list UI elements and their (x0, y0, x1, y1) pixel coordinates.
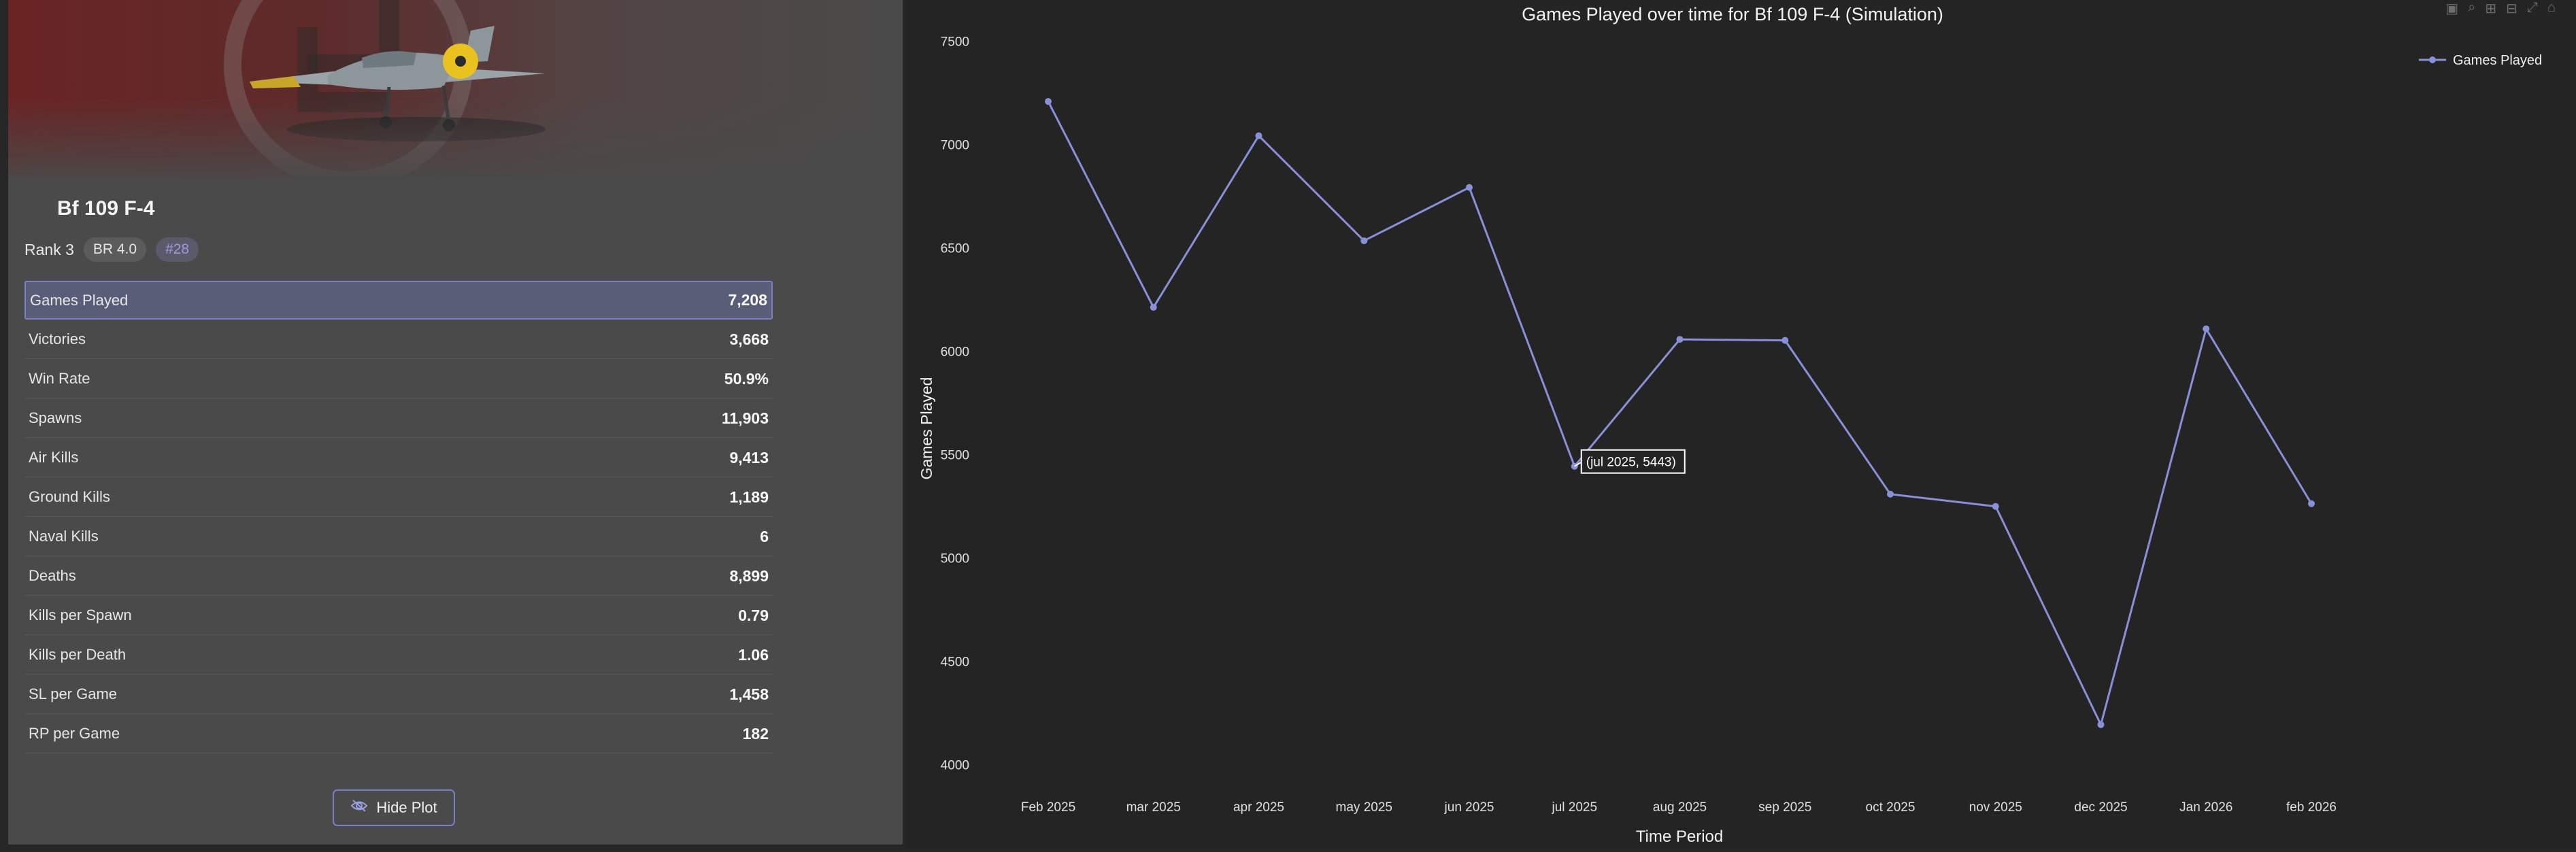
zoom-in-icon[interactable]: ⊞ (2485, 1, 2497, 16)
hover-pointer (1574, 461, 1582, 467)
x-tick-label: Jan 2026 (2179, 800, 2232, 815)
x-tick-label: may 2025 (1336, 800, 1392, 815)
legend-marker (2429, 56, 2436, 63)
x-tick-label: aug 2025 (1653, 800, 1707, 815)
stat-value: 50.9% (724, 369, 769, 388)
x-tick-label: nov 2025 (1969, 800, 2022, 815)
vehicle-tags: Rank 3 BR 4.0 #28 (24, 235, 199, 264)
stats-table: Games Played 7,208 Victories 3,668 Win Rate 5… (24, 281, 773, 754)
vehicle-image (8, 0, 903, 178)
y-tick-label: 7500 (941, 35, 969, 49)
hover-label: (jul 2025, 5443) (1586, 456, 1676, 470)
vehicle-name: Bf 109 F-4 (57, 197, 155, 220)
stat-row[interactable]: Victories 3,668 (24, 320, 773, 359)
x-tick-label: sep 2025 (1758, 800, 1811, 815)
vehicle-panel: Bf 109 F-4 Rank 3 BR 4.0 #28 Games Playe… (8, 0, 903, 845)
y-tick-label: 5000 (941, 551, 969, 566)
eye-slash-icon (350, 799, 368, 817)
data-point (1466, 184, 1473, 191)
x-tick-label: apr 2025 (1233, 800, 1284, 815)
chart-title: Games Played over time for Bf 109 F-4 (S… (1522, 4, 1943, 24)
position-badge: #28 (156, 237, 199, 262)
stat-row[interactable]: Naval Kills 6 (24, 517, 773, 556)
stat-label: Kills per Death (29, 646, 127, 663)
data-point (1150, 303, 1157, 311)
data-point (2308, 500, 2315, 507)
data-point (1782, 337, 1789, 344)
stat-label: Naval Kills (29, 528, 99, 545)
stat-row[interactable]: Kills per Spawn 0.79 (24, 596, 773, 635)
stat-label: SL per Game (29, 685, 118, 702)
stat-value: 8,899 (729, 566, 769, 585)
camera-icon[interactable]: ▣ (2445, 1, 2459, 16)
stat-row[interactable]: SL per Game 1,458 (24, 675, 773, 714)
legend-label: Games Played (2453, 53, 2542, 68)
data-point (1360, 237, 1368, 245)
plot-panel: ▣ ⌕ ⊞ ⊟ ⤢ ⌂ Games Played over time for B… (905, 0, 2576, 849)
zoom-icon[interactable]: ⌕ (2468, 0, 2476, 15)
stat-value: 9,413 (729, 448, 769, 466)
plot-modebar: ▣ ⌕ ⊞ ⊟ ⤢ ⌂ (2445, 0, 2556, 17)
stat-row[interactable]: Spawns 11,903 (24, 399, 773, 438)
stat-row[interactable]: Win Rate 50.9% (24, 360, 773, 398)
br-badge: BR 4.0 (83, 237, 147, 262)
y-axis-title: Games Played (918, 377, 935, 480)
home-icon[interactable]: ⌂ (2547, 0, 2556, 15)
stat-label: Kills per Spawn (29, 607, 132, 624)
stat-label: Spawns (29, 409, 82, 426)
stat-value: 3,668 (729, 330, 769, 348)
x-tick-label: Feb 2025 (1021, 800, 1075, 815)
stat-value: 7,208 (728, 291, 767, 309)
x-tick-label: oct 2025 (1866, 800, 1916, 815)
x-tick-label: mar 2025 (1126, 800, 1181, 815)
y-tick-label: 5500 (941, 448, 969, 462)
stat-label: Ground Kills (29, 488, 110, 505)
stat-label: Deaths (29, 567, 76, 584)
rank-label: Rank 3 (24, 240, 74, 258)
x-tick-label: feb 2026 (2286, 800, 2337, 815)
stat-row[interactable]: Games Played 7,208 (24, 281, 773, 320)
stat-label: Games Played (30, 291, 129, 309)
y-tick-label: 4000 (941, 758, 969, 772)
stat-value: 6 (760, 527, 769, 545)
stat-value: 0.79 (738, 606, 769, 624)
stat-value: 1.06 (738, 645, 769, 664)
stat-row[interactable]: Kills per Death 1.06 (24, 636, 773, 675)
hide-plot-label: Hide Plot (376, 799, 437, 816)
stat-row[interactable]: Deaths 8,899 (24, 557, 773, 596)
y-tick-label: 4500 (941, 655, 969, 669)
stat-value: 1,189 (729, 488, 769, 506)
zoom-out-icon[interactable]: ⊟ (2506, 1, 2518, 16)
games-played-chart[interactable]: Games Played over time for Bf 109 F-4 (S… (905, 0, 2576, 849)
x-tick-label: jul 2025 (1551, 800, 1597, 815)
data-point (1992, 502, 1999, 510)
x-axis-title: Time Period (1636, 828, 1723, 846)
stat-label: RP per Game (29, 725, 120, 742)
series-line (1047, 101, 2313, 728)
data-point (1887, 490, 1894, 498)
data-point (2097, 721, 2105, 728)
data-point (1676, 336, 1684, 343)
stat-row[interactable]: Ground Kills 1,189 (24, 478, 773, 517)
y-tick-label: 6500 (941, 241, 969, 256)
stat-row[interactable]: RP per Game 182 (24, 715, 773, 753)
stat-label: Win Rate (29, 370, 90, 387)
stat-value: 1,458 (729, 685, 769, 703)
stat-row[interactable]: Air Kills 9,413 (24, 439, 773, 477)
stat-label: Air Kills (29, 449, 79, 466)
hover-label-box (1580, 449, 1686, 474)
data-point (1255, 132, 1262, 139)
stat-value: 11,903 (721, 409, 769, 427)
x-tick-label: dec 2025 (2074, 800, 2127, 815)
y-tick-label: 6000 (941, 345, 969, 359)
autoscale-icon[interactable]: ⤢ (2526, 0, 2538, 15)
y-tick-label: 7000 (941, 138, 969, 152)
stat-value: 182 (742, 724, 769, 743)
data-point (2203, 325, 2210, 333)
stat-label: Victories (29, 330, 86, 347)
x-tick-label: jun 2025 (1444, 800, 1494, 815)
hide-plot-button[interactable]: Hide Plot (333, 789, 455, 826)
data-point (1045, 98, 1052, 105)
